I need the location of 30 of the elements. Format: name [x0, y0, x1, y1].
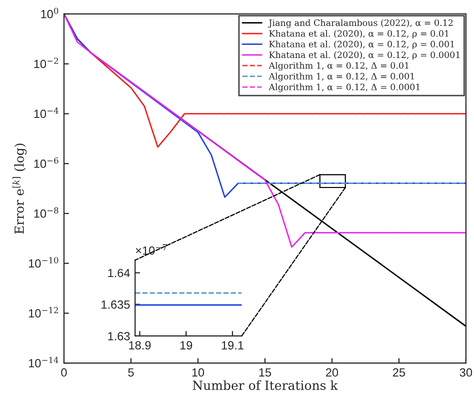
legend-label: Jiang and Charalambous (2022), α = 0.12	[268, 19, 453, 28]
y-tick-label: 10$^{−12}$	[28, 306, 58, 318]
x-tick-label: 20	[326, 368, 338, 377]
legend-label: Algorithm 1, α = 0.12, Δ = 0.01	[268, 62, 408, 71]
legend-label: Khatana et al. (2020), α = 0.12, ρ = 0.0001	[269, 51, 460, 60]
y-tick-label: 1.64	[108, 268, 130, 278]
y-tick-label: 10$^{−6}$	[34, 157, 58, 168]
legend-label: Algorithm 1, α = 0.12, Δ = 0.0001	[268, 84, 420, 92]
x-tick-label: 5	[128, 368, 134, 377]
y-tick-label: 1.635	[102, 300, 130, 309]
x-tick-label: 15	[259, 368, 272, 377]
x-axis-title: Number of Iterations k	[192, 380, 338, 390]
y-tick-label: 1.63	[108, 332, 130, 340]
y-tick-label: 10$^{−14}$	[28, 356, 58, 368]
y-tick-label: 10$^{−4}$	[34, 107, 58, 118]
y-axis-title: Error e$^{[k]}$ (log)	[12, 144, 27, 234]
x-tick-label: 19.1	[222, 341, 244, 350]
y-tick-label: 10$^{−8}$	[34, 207, 58, 218]
legend-label: Khatana et al. (2020), α = 0.12, ρ = 0.001	[269, 40, 454, 50]
x-tick-label: 0	[61, 368, 67, 377]
x-tick-label: 19	[180, 341, 192, 350]
x-tick-label: 30	[460, 368, 472, 377]
x-tick-label: 18.9	[129, 341, 151, 350]
y-tick-label: 10$^{−10}$	[28, 257, 58, 268]
y-tick-label: 10$^{0}$	[41, 8, 58, 18]
legend-label: Algorithm 1, α = 0.12, Δ = 0.001	[268, 72, 414, 82]
x-tick-label: 25	[392, 368, 406, 377]
x-tick-label: 10	[192, 368, 204, 377]
legend-label: Khatana et al. (2020), α = 0.12, ρ = 0.01	[269, 30, 448, 38]
y-tick-label: 10$^{−2}$	[34, 58, 58, 68]
